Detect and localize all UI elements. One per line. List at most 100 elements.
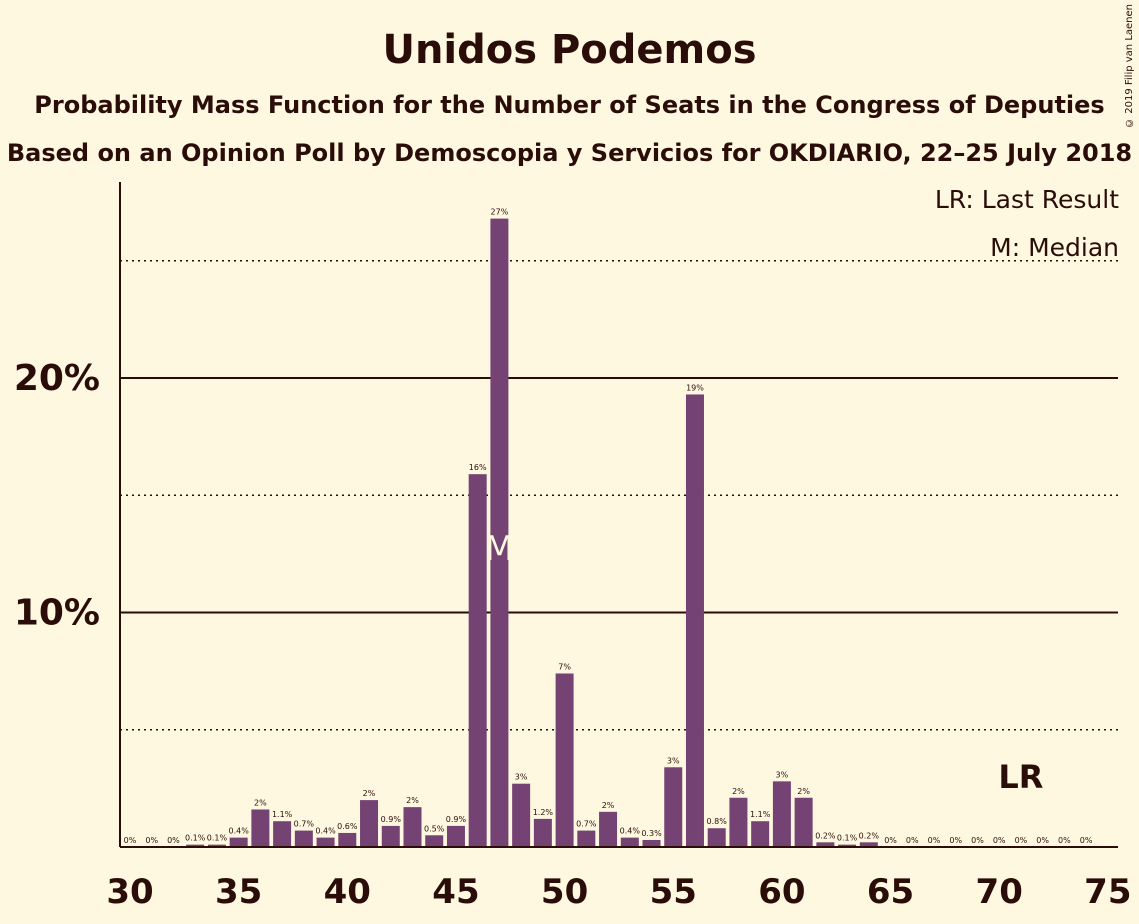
bar-label-47: 27%: [491, 208, 509, 217]
bar-label-59: 1.1%: [750, 810, 771, 819]
chart-title: Unidos Podemos: [382, 27, 757, 73]
bar-label-74: 0%: [1080, 836, 1093, 845]
x-tick-label-35: 35: [215, 872, 262, 912]
bar-60: [772, 781, 791, 847]
bar-label-69: 0%: [971, 836, 984, 845]
bar-label-68: 0%: [949, 836, 962, 845]
bar-label-42: 0.9%: [381, 815, 402, 824]
bar-label-31: 0%: [145, 836, 158, 845]
bar-34: [207, 844, 226, 847]
x-tick-label-50: 50: [541, 872, 588, 912]
bar-37: [273, 821, 292, 847]
bar-41: [360, 800, 379, 847]
axes: 10% 20% 30 35 40 45 50 55 60 65 70 75: [14, 182, 1132, 912]
legend-median: M: Median: [990, 233, 1119, 262]
bar-label-60: 3%: [776, 770, 789, 779]
bar-label-63: 0.1%: [837, 834, 858, 843]
bar-label-64: 0.2%: [859, 831, 880, 840]
bar-label-58: 2%: [732, 787, 745, 796]
bar-label-46: 16%: [469, 463, 487, 472]
bar-label-52: 2%: [602, 801, 615, 810]
bar-label-57: 0.8%: [707, 817, 728, 826]
bar-62: [816, 842, 835, 847]
bar-59: [751, 821, 770, 847]
bar-55: [664, 767, 683, 847]
y-tick-label-20: 20%: [14, 358, 100, 399]
annotations: M LR: [485, 529, 1044, 796]
x-tick-label-70: 70: [976, 872, 1023, 912]
bars: [186, 218, 878, 848]
bar-35: [229, 837, 248, 847]
bar-label-38: 0.7%: [294, 820, 315, 829]
bar-56: [685, 394, 704, 847]
bar-47: [490, 218, 509, 848]
x-tick-label-30: 30: [106, 872, 153, 912]
bar-53: [620, 837, 639, 847]
bar-50: [555, 673, 574, 847]
bar-label-53: 0.4%: [620, 827, 641, 836]
bar-label-40: 0.6%: [337, 822, 358, 831]
chart-subtitle-2: Based on an Opinion Poll by Demoscopia y…: [6, 139, 1133, 167]
bar-label-48: 3%: [515, 773, 528, 782]
bar-label-54: 0.3%: [641, 829, 662, 838]
chart-subtitle-1: Probability Mass Function for the Number…: [34, 91, 1105, 119]
bar-36: [251, 809, 270, 847]
bar-label-55: 3%: [667, 756, 680, 765]
bar-label-62: 0.2%: [815, 831, 836, 840]
bar-label-50: 7%: [558, 662, 571, 671]
bar-43: [403, 807, 422, 847]
bar-48: [512, 783, 531, 847]
bar-labels: 0% 0% 0% 0.1% 0.1%0.4%2%1.1%0.7%0.4%0.6%2%0.…: [124, 208, 1093, 845]
bar-64: [859, 842, 878, 847]
bar-63: [838, 844, 857, 847]
bar-label-61: 2%: [797, 787, 810, 796]
bar-38: [294, 830, 313, 847]
bar-61: [794, 797, 813, 847]
bar-label-43: 2%: [406, 796, 419, 805]
bar-45: [446, 825, 465, 847]
bar-40: [338, 832, 357, 847]
bar-49: [533, 818, 552, 847]
x-tick-label-40: 40: [324, 872, 371, 912]
bar-label-37: 1.1%: [272, 810, 293, 819]
x-tick-label-65: 65: [867, 872, 914, 912]
legend-last-result: LR: Last Result: [934, 185, 1119, 214]
bar-39: [316, 837, 335, 847]
bar-label-36: 2%: [254, 798, 267, 807]
bar-54: [642, 839, 661, 847]
bar-label-35: 0.4%: [228, 827, 249, 836]
bar-57: [707, 828, 726, 847]
bar-label-73: 0%: [1058, 836, 1071, 845]
bar-58: [729, 797, 748, 847]
x-tick-label-60: 60: [758, 872, 805, 912]
bar-label-65: 0%: [884, 836, 897, 845]
bar-label-56: 19%: [686, 383, 704, 392]
median-marker: M: [485, 529, 514, 569]
y-tick-label-10: 10%: [14, 593, 100, 634]
bar-52: [599, 811, 618, 847]
bar-label-72: 0%: [1036, 836, 1049, 845]
x-tick-label-75: 75: [1084, 872, 1131, 912]
bar-label-67: 0%: [928, 836, 941, 845]
bar-label-30: 0%: [124, 836, 137, 845]
bar-label-39: 0.4%: [315, 827, 336, 836]
bar-33: [186, 844, 205, 847]
bar-label-34: 0.1%: [207, 834, 228, 843]
x-tick-label-45: 45: [432, 872, 479, 912]
bar-46: [468, 474, 487, 847]
bar-label-44: 0.5%: [424, 824, 445, 833]
bar-44: [425, 835, 444, 847]
bar-label-70: 0%: [993, 836, 1006, 845]
bar-label-49: 1.2%: [533, 808, 554, 817]
bar-label-33: 0.1%: [185, 834, 206, 843]
bar-label-45: 0.9%: [446, 815, 467, 824]
bar-42: [381, 825, 400, 847]
bar-label-51: 0.7%: [576, 820, 597, 829]
bar-51: [577, 830, 596, 847]
bar-label-32: 0%: [167, 836, 180, 845]
last-result-marker: LR: [998, 758, 1043, 796]
gridlines: [120, 260, 1118, 731]
x-tick-label-55: 55: [650, 872, 697, 912]
bar-label-66: 0%: [906, 836, 919, 845]
